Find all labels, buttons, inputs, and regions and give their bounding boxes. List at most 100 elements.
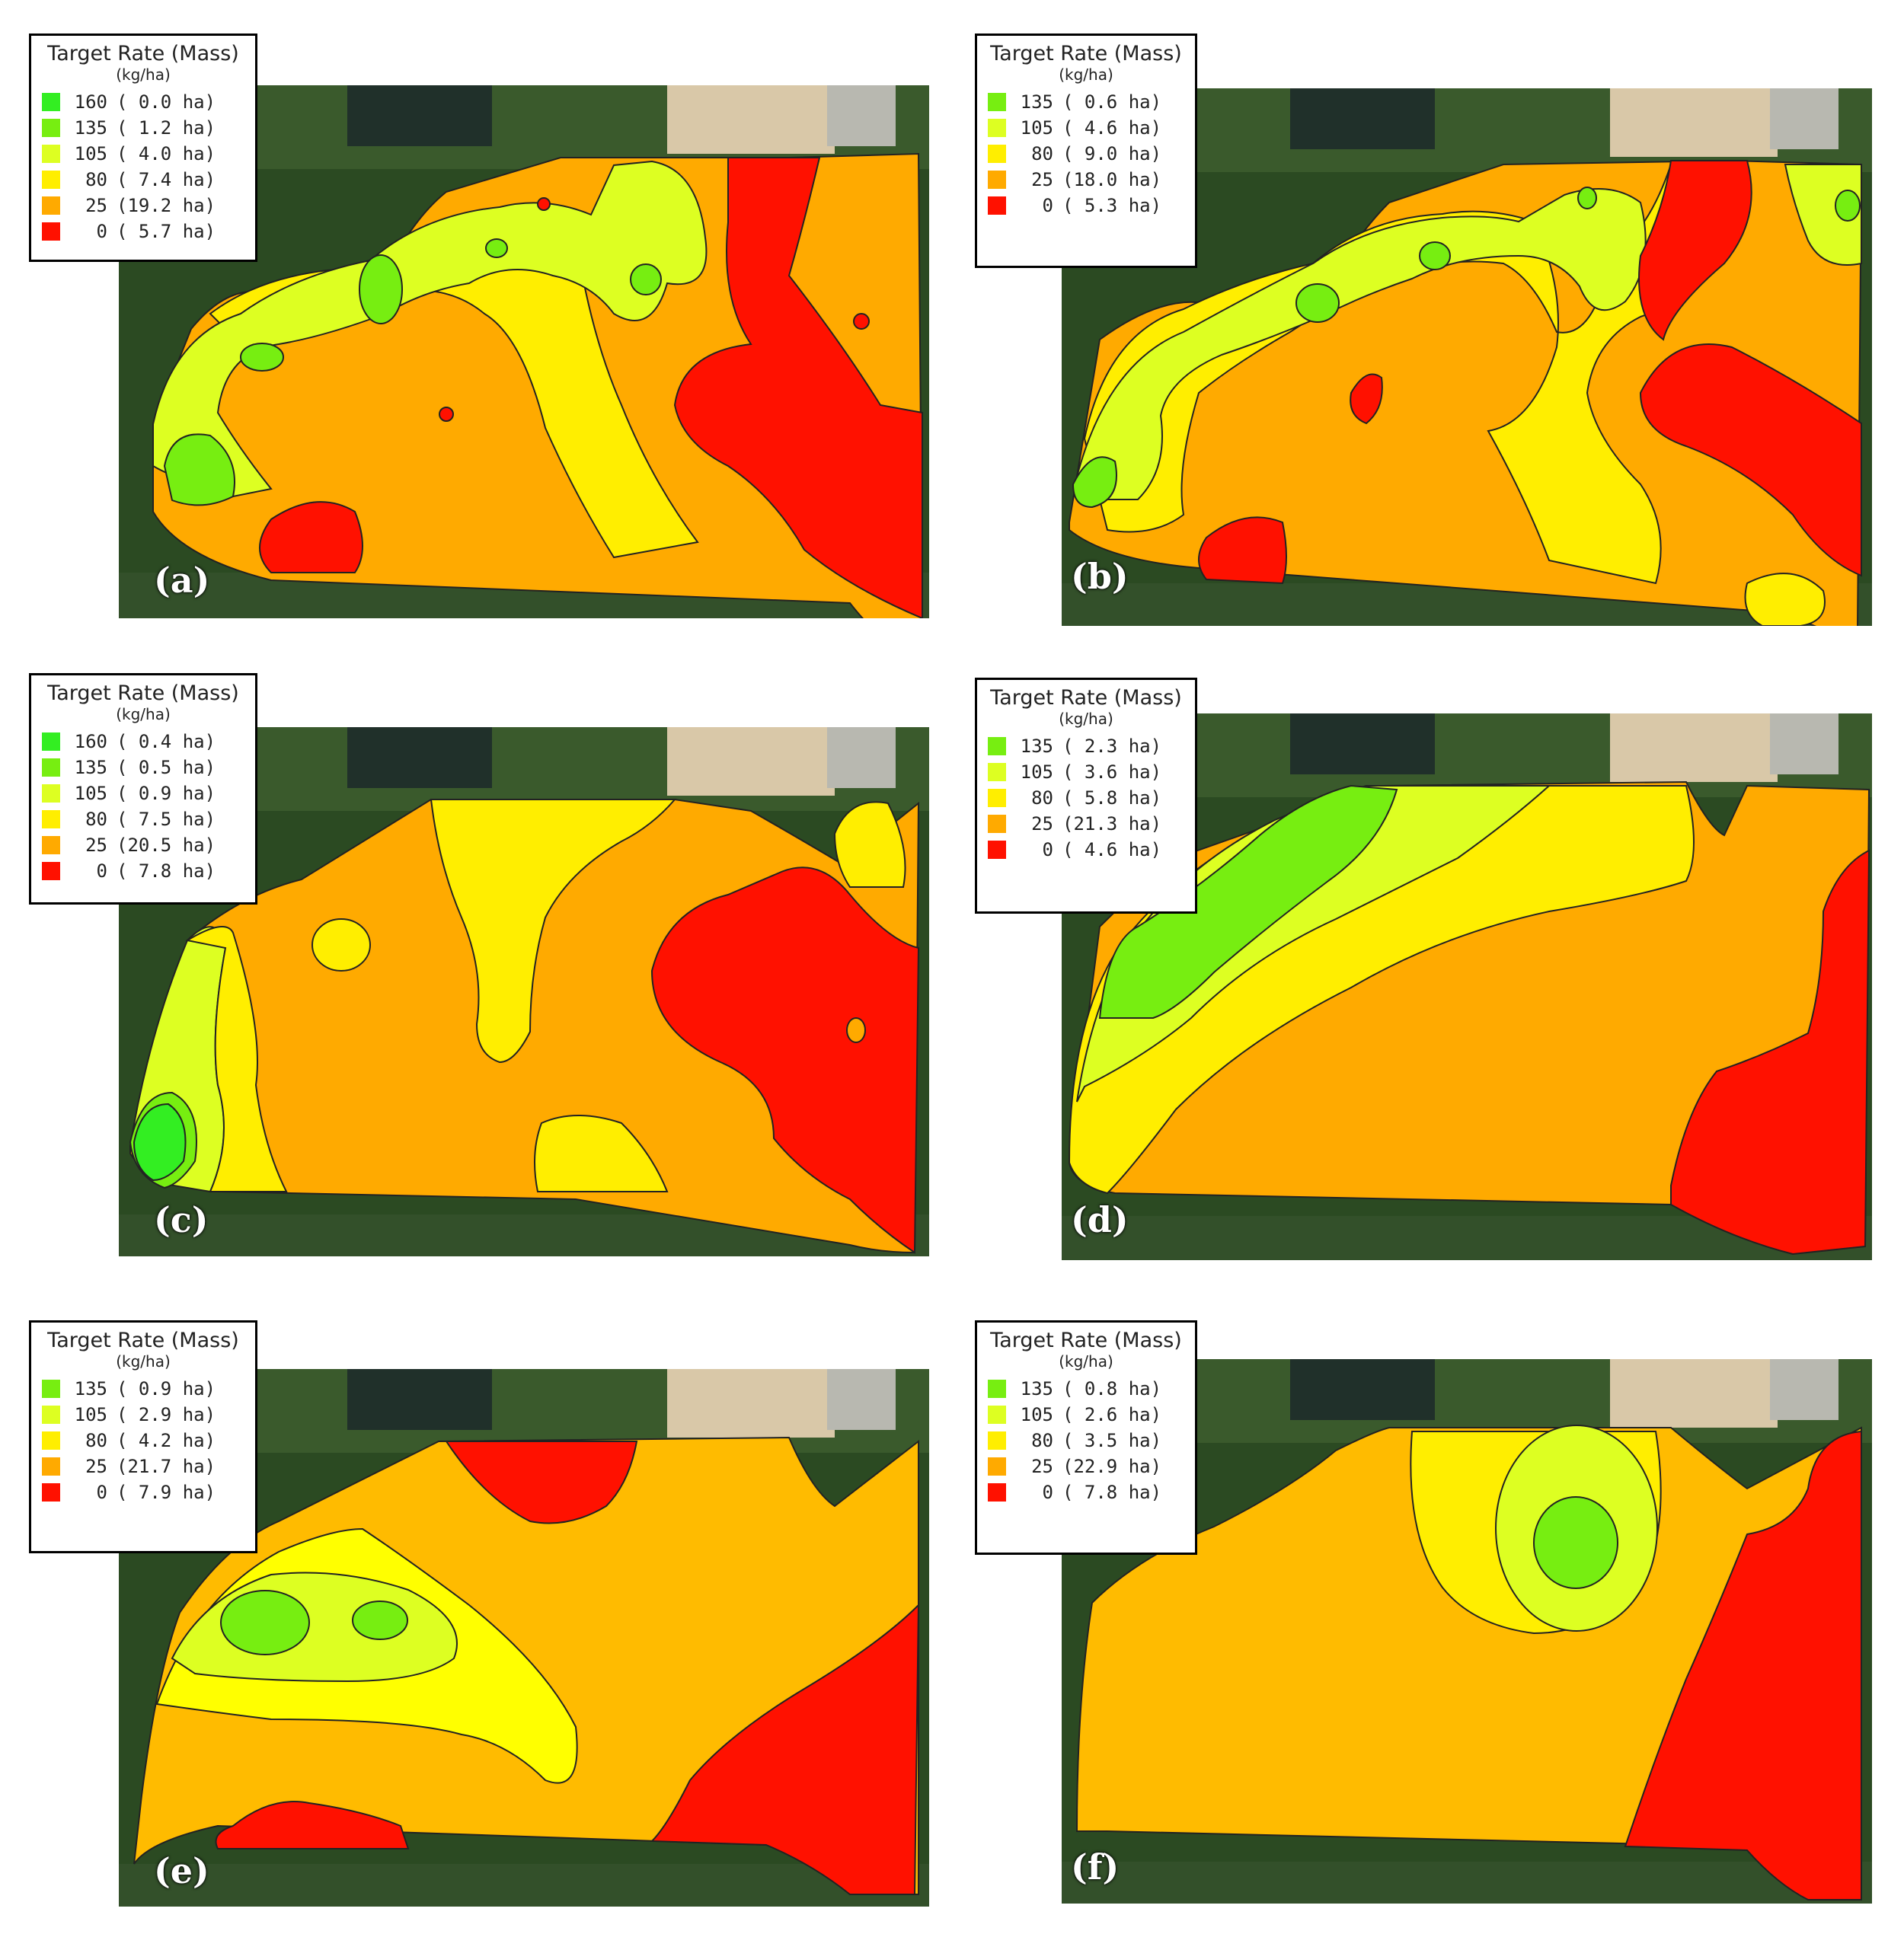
- legend-swatch: [988, 841, 1006, 859]
- panel-label-e: (e): [154, 1850, 209, 1891]
- legend-title: Target Rate (Mass): [990, 1329, 1182, 1352]
- legend-rate-value: 0: [96, 221, 107, 242]
- legend-area-value: ( 0.6 ha): [1062, 91, 1162, 113]
- legend-rate-value: 80: [1031, 1430, 1053, 1451]
- legend-area-value: ( 0.9 ha): [117, 1378, 216, 1399]
- legend-swatch: [42, 1457, 60, 1476]
- legend-row-rate-0: 0 ( 7.8 ha): [988, 1479, 1184, 1505]
- zone-rate-135: [485, 238, 508, 258]
- zone-rate-0: [259, 501, 363, 573]
- legend-row-rate-135: 135 ( 0.8 ha): [988, 1376, 1184, 1402]
- legend-rate-value: 25: [85, 835, 107, 856]
- zone-rate-0: [673, 157, 923, 618]
- pond: [347, 1369, 492, 1430]
- zone-rate-0: [1350, 373, 1383, 425]
- bare-field: [1610, 1359, 1778, 1428]
- legend-unit: (kg/ha): [116, 1352, 171, 1371]
- legend-row-rate-80: 80 ( 7.5 ha): [42, 806, 244, 832]
- legend-title: Target Rate (Mass): [990, 42, 1182, 65]
- legend-swatch: [988, 1380, 1006, 1398]
- panel-label-f: (f): [1071, 1846, 1120, 1888]
- legend-swatch: [42, 862, 60, 880]
- legend-swatch: [42, 784, 60, 803]
- legend-row-rate-80: 80 ( 3.5 ha): [988, 1428, 1184, 1454]
- legend-swatch: [988, 196, 1006, 215]
- bare-field: [667, 727, 835, 796]
- zone-rate-0: [650, 1603, 920, 1895]
- legend-area-value: ( 1.2 ha): [117, 117, 216, 139]
- zone-rate-80: [185, 926, 288, 1192]
- field-map-e: [119, 1369, 929, 1907]
- legend-rate-value: 25: [1031, 1456, 1053, 1477]
- zone-rate-135: [359, 254, 403, 324]
- bare-field: [667, 1369, 835, 1438]
- legend-rate-value: 160: [74, 731, 107, 752]
- legend-row-rate-80: 80 ( 4.2 ha): [42, 1428, 244, 1454]
- zone-rate-0: [1639, 343, 1862, 577]
- legend-row-rate-135: 135 ( 0.9 ha): [42, 1376, 244, 1402]
- legend-area-value: ( 5.7 ha): [117, 221, 216, 242]
- legend-row-rate-80: 80 ( 9.0 ha): [988, 141, 1184, 167]
- legend-b: Target Rate (Mass) (kg/ha) 135( 0.6 ha) 1…: [975, 34, 1197, 268]
- pond: [1290, 713, 1435, 774]
- zone-rate-105: [1075, 188, 1647, 500]
- zone-rate-80: [311, 918, 371, 972]
- zone-rate-80: [833, 801, 906, 888]
- panel-label-c: (c): [154, 1199, 209, 1240]
- legend-rate-value: 25: [85, 195, 107, 216]
- legend-area-value: ( 4.6 ha): [1062, 839, 1162, 860]
- legend-rate-value: 135: [1020, 1378, 1053, 1399]
- field-map-d: [1062, 713, 1872, 1260]
- zone-rate-135: [1419, 241, 1451, 270]
- legend-swatch: [988, 763, 1006, 781]
- legend-swatch: [42, 222, 60, 241]
- legend-swatch: [988, 815, 1006, 833]
- legend-swatch: [42, 836, 60, 854]
- legend-swatch: [42, 810, 60, 828]
- legend-swatch: [42, 119, 60, 137]
- legend-unit: (kg/ha): [116, 65, 171, 84]
- building: [1770, 88, 1839, 149]
- zone-rate-135: [220, 1590, 310, 1655]
- legend-area-value: ( 3.5 ha): [1062, 1430, 1162, 1451]
- grass-strip: [119, 1864, 929, 1907]
- legend-area-value: (21.7 ha): [117, 1456, 216, 1477]
- legend-rate-value: 0: [96, 860, 107, 882]
- legend-row-rate-160: 160 ( 0.4 ha): [42, 729, 244, 755]
- zone-rate-105: [1784, 164, 1862, 266]
- panel-label-b: (b): [1071, 556, 1129, 597]
- legend-row-rate-25: 25 (20.5 ha): [42, 832, 244, 858]
- legend-area-value: ( 0.8 ha): [1062, 1378, 1162, 1399]
- legend-area-value: ( 5.3 ha): [1062, 195, 1162, 216]
- map-panel-c: [119, 727, 929, 1256]
- zone-rate-135: [1533, 1496, 1618, 1589]
- legend-rate-value: 105: [1020, 1404, 1053, 1425]
- legend-row-rate-0: 0 ( 4.6 ha): [988, 837, 1184, 863]
- legend-area-value: ( 0.4 ha): [117, 731, 216, 752]
- legend-rate-value: 25: [1031, 813, 1053, 835]
- zone-rate-135: [630, 263, 662, 295]
- legend-row-rate-0: 0 ( 5.3 ha): [988, 193, 1184, 219]
- zone-rate-0: [853, 313, 870, 330]
- legend-area-value: ( 4.2 ha): [117, 1430, 216, 1451]
- legend-row-rate-0: 0 ( 5.7 ha): [42, 219, 244, 244]
- legend-area-value: ( 0.0 ha): [117, 91, 216, 113]
- legend-title: Target Rate (Mass): [47, 42, 239, 65]
- legend-row-rate-105: 105 ( 2.6 ha): [988, 1402, 1184, 1428]
- legend-swatch: [988, 1457, 1006, 1476]
- legend-unit: (kg/ha): [1059, 710, 1113, 728]
- zone-rate-0: [215, 1801, 410, 1849]
- legend-area-value: (22.9 ha): [1062, 1456, 1162, 1477]
- legend-rate-value: 105: [1020, 117, 1053, 139]
- legend-area-value: (21.3 ha): [1062, 813, 1162, 835]
- legend-row-rate-135: 135 ( 1.2 ha): [42, 115, 244, 141]
- zone-rate-25: [846, 1017, 866, 1043]
- map-panel-e: [119, 1369, 929, 1907]
- legend-rate-value: 160: [74, 91, 107, 113]
- zone-rate-135: [352, 1600, 408, 1640]
- zone-rate-0: [537, 197, 551, 211]
- bare-field: [667, 85, 835, 154]
- legend-rows: 160 ( 0.4 ha) 135 ( 0.5 ha) 105 ( 0.9 ha) 80 ( …: [42, 729, 244, 884]
- legend-rate-value: 80: [85, 809, 107, 830]
- bare-field: [1610, 88, 1778, 157]
